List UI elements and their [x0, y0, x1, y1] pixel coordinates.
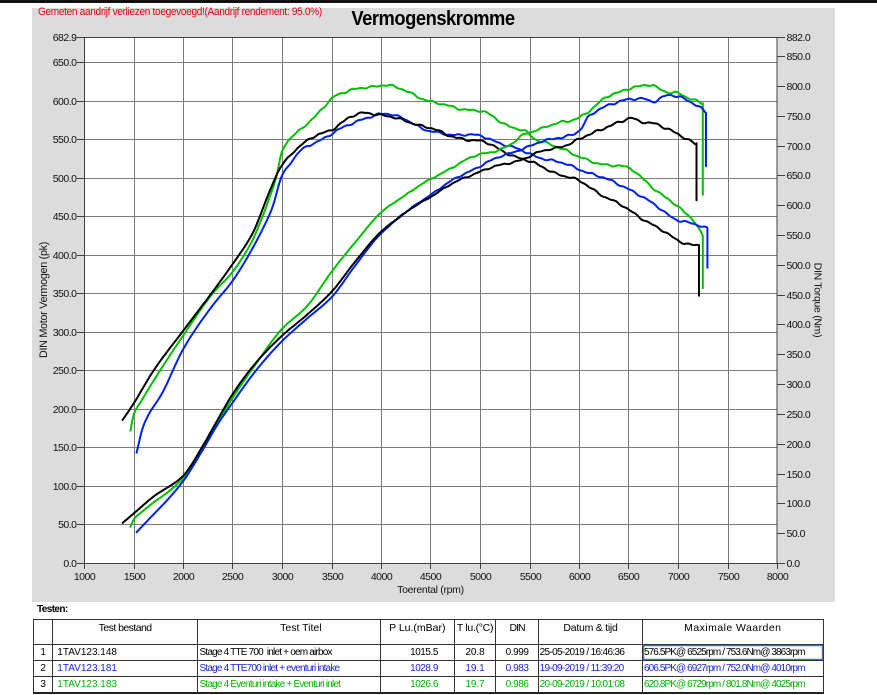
svg-text:8000: 8000 — [767, 571, 789, 583]
svg-text:882.0: 882.0 — [787, 32, 811, 44]
svg-text:150.0: 150.0 — [787, 469, 811, 481]
svg-text:1500: 1500 — [124, 571, 146, 583]
svg-text:50.0: 50.0 — [787, 528, 806, 540]
svg-text:550.0: 550.0 — [787, 230, 811, 242]
svg-text:650.0: 650.0 — [787, 170, 811, 182]
svg-text:800.0: 800.0 — [787, 81, 811, 93]
svg-text:4000: 4000 — [371, 571, 393, 583]
svg-text:DIN Torque (Nm): DIN Torque (Nm) — [812, 263, 824, 338]
svg-text:400.0: 400.0 — [787, 319, 811, 331]
svg-text:5500: 5500 — [520, 571, 542, 583]
svg-text:350.0: 350.0 — [53, 288, 77, 300]
svg-text:100.0: 100.0 — [787, 498, 811, 510]
svg-text:682.9: 682.9 — [53, 32, 77, 44]
svg-text:350.0: 350.0 — [787, 349, 811, 361]
svg-text:450.0: 450.0 — [53, 211, 77, 223]
svg-text:2000: 2000 — [173, 571, 195, 583]
svg-text:600.0: 600.0 — [53, 96, 77, 108]
svg-text:4500: 4500 — [420, 571, 442, 583]
svg-text:650.0: 650.0 — [53, 57, 77, 69]
svg-text:700.0: 700.0 — [787, 141, 811, 153]
svg-text:0.0: 0.0 — [787, 558, 801, 570]
svg-text:250.0: 250.0 — [787, 409, 811, 421]
svg-text:0.0: 0.0 — [63, 558, 77, 570]
svg-text:300.0: 300.0 — [787, 379, 811, 391]
svg-text:6500: 6500 — [618, 571, 640, 583]
svg-text:400.0: 400.0 — [53, 250, 77, 262]
svg-text:300.0: 300.0 — [53, 327, 77, 339]
svg-text:1000: 1000 — [74, 571, 96, 583]
svg-text:50.0: 50.0 — [58, 519, 77, 531]
svg-text:250.0: 250.0 — [53, 365, 77, 377]
svg-text:450.0: 450.0 — [787, 290, 811, 302]
svg-text:Toerental (rpm): Toerental (rpm) — [397, 584, 464, 596]
svg-text:100.0: 100.0 — [53, 481, 77, 493]
svg-text:600.0: 600.0 — [787, 200, 811, 212]
svg-text:3500: 3500 — [322, 571, 344, 583]
svg-text:200.0: 200.0 — [787, 439, 811, 451]
svg-text:2500: 2500 — [222, 571, 244, 583]
svg-text:7500: 7500 — [718, 571, 740, 583]
svg-text:3000: 3000 — [272, 571, 294, 583]
svg-text:550.0: 550.0 — [53, 134, 77, 146]
svg-text:5000: 5000 — [470, 571, 492, 583]
svg-text:750.0: 750.0 — [787, 111, 811, 123]
svg-text:6000: 6000 — [569, 571, 591, 583]
svg-text:500.0: 500.0 — [53, 173, 77, 185]
svg-text:DIN Motor Vermogen (pk): DIN Motor Vermogen (pk) — [38, 242, 50, 358]
svg-text:150.0: 150.0 — [53, 442, 77, 454]
svg-text:850.0: 850.0 — [787, 51, 811, 63]
svg-text:7000: 7000 — [668, 571, 690, 583]
svg-text:500.0: 500.0 — [787, 260, 811, 272]
svg-text:200.0: 200.0 — [53, 404, 77, 416]
